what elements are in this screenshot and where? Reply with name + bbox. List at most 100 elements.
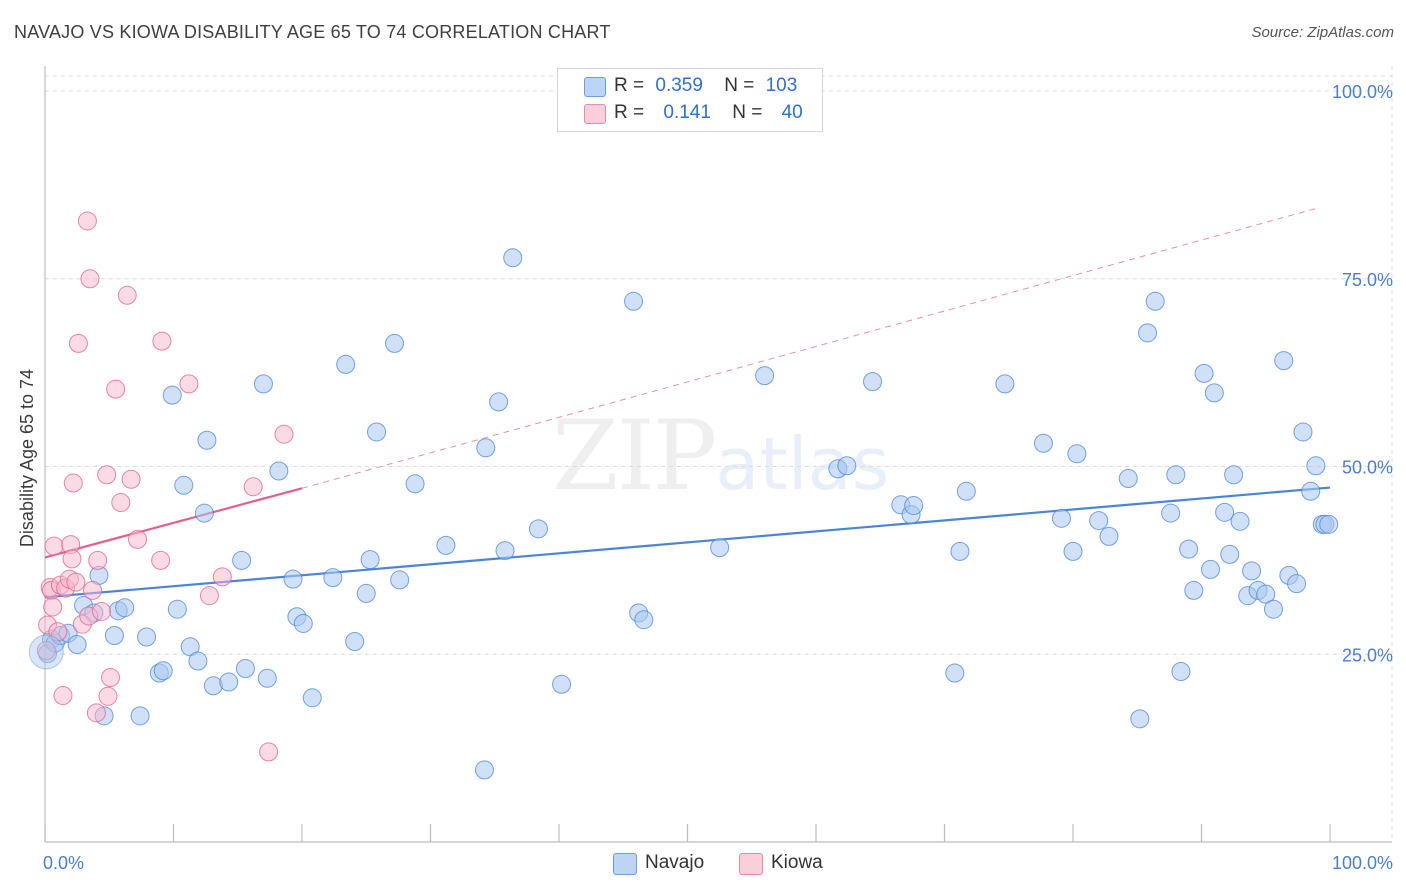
- navajo-point: [194, 503, 214, 523]
- navajo-point: [293, 613, 313, 633]
- navajo-point: [474, 760, 494, 780]
- n-value: 103: [765, 75, 798, 96]
- gridlines: [45, 66, 1393, 842]
- navajo-point: [956, 481, 976, 501]
- navajo-point: [1171, 662, 1191, 682]
- kiowa-point: [86, 703, 106, 723]
- kiowa-point: [98, 686, 118, 706]
- x-tick-labels: 0.0% 100.0%: [43, 853, 1393, 873]
- navajo-point: [1166, 465, 1186, 485]
- navajo-point: [1067, 444, 1087, 464]
- kiowa-point: [92, 601, 112, 621]
- navajo-point: [360, 550, 380, 570]
- navajo-point: [1230, 511, 1250, 531]
- navajo-point: [995, 374, 1015, 394]
- navajo-point: [235, 659, 255, 679]
- navajo-point: [1287, 574, 1307, 594]
- kiowa-point: [62, 549, 82, 569]
- navajo-point: [1301, 481, 1321, 501]
- navajo-point: [130, 706, 150, 726]
- kiowa-point: [128, 529, 148, 549]
- r-label: R =: [614, 75, 645, 96]
- navajo-point: [1319, 514, 1339, 534]
- y-tick-label: 75.0%: [1342, 270, 1393, 290]
- kiowa-point: [80, 269, 100, 289]
- navajo-point: [755, 366, 775, 386]
- trend-lines: [44, 207, 1331, 599]
- navajo-point: [503, 248, 523, 268]
- n-label: N =: [724, 75, 755, 96]
- navajo-point: [283, 569, 303, 589]
- kiowa-point: [101, 668, 121, 688]
- navajo-point: [1215, 502, 1235, 522]
- kiowa-point: [43, 597, 63, 617]
- navajo-swatch: [584, 77, 606, 97]
- kiowa-point: [66, 572, 86, 592]
- navajo-swatch: [613, 853, 637, 875]
- navajo-point: [323, 568, 343, 588]
- y-tick-label: 100.0%: [1332, 82, 1393, 102]
- navajo-point: [162, 385, 182, 405]
- source-credit: Source: ZipAtlas.com: [1251, 24, 1394, 41]
- navajo-point: [115, 598, 135, 618]
- kiowa-point: [243, 477, 263, 497]
- x-tick-label: 100.0%: [1332, 853, 1393, 873]
- navajo-point: [257, 668, 277, 688]
- navajo-point: [153, 661, 173, 681]
- navajo-point: [1263, 599, 1283, 619]
- navajo-point: [137, 627, 157, 647]
- navajo-point: [950, 541, 970, 561]
- y-axis-label: Disability Age 65 to 74: [17, 369, 37, 547]
- navajo-point: [1051, 508, 1071, 528]
- kiowa-trend-line: [44, 487, 303, 559]
- navajo-point: [104, 625, 124, 645]
- navajo-point: [1194, 363, 1214, 383]
- watermark-atlas: atlas: [715, 422, 890, 506]
- navajo-point: [489, 392, 509, 412]
- navajo-trend-line: [44, 486, 1331, 599]
- watermark-zip: ZIP: [552, 400, 717, 512]
- data-points: [28, 211, 1339, 780]
- navajo-point: [390, 570, 410, 590]
- kiowa-point: [97, 465, 117, 485]
- navajo-point: [476, 438, 496, 458]
- navajo-point: [1118, 469, 1138, 489]
- legend-label-navajo: Navajo: [645, 852, 705, 873]
- navajo-point: [1220, 544, 1240, 564]
- navajo-point: [1145, 291, 1165, 311]
- kiowa-point: [151, 550, 171, 570]
- navajo-point: [197, 430, 217, 450]
- navajo-point: [1033, 433, 1053, 453]
- kiowa-point: [88, 550, 108, 570]
- navajo-point: [219, 672, 239, 692]
- chart-title: NAVAJO VS KIOWA DISABILITY AGE 65 TO 74 …: [14, 22, 611, 42]
- kiowa-point: [199, 586, 219, 606]
- kiowa-point: [44, 536, 64, 556]
- navajo-point: [1089, 511, 1109, 531]
- navajo-point: [405, 474, 425, 494]
- r-value: 0.141: [663, 102, 711, 123]
- y-tick-label: 50.0%: [1342, 458, 1393, 478]
- kiowa-point: [68, 333, 88, 353]
- navajo-point: [634, 610, 654, 630]
- navajo-point: [837, 456, 857, 476]
- legend-label-kiowa: Kiowa: [771, 852, 823, 873]
- navajo-point: [385, 333, 405, 353]
- navajo-point: [232, 550, 252, 570]
- navajo-point: [356, 583, 376, 603]
- n-value: 40: [781, 102, 803, 123]
- kiowa-point: [111, 493, 131, 513]
- kiowa-point: [259, 742, 279, 762]
- navajo-point: [269, 461, 289, 481]
- kiowa-point: [83, 580, 103, 600]
- navajo-point: [367, 422, 387, 442]
- navajo-point: [436, 535, 456, 555]
- navajo-point: [495, 541, 515, 561]
- r-value: 0.359: [655, 75, 703, 96]
- kiowa-point: [117, 285, 137, 305]
- navajo-point: [1293, 422, 1313, 442]
- navajo-point: [945, 663, 965, 683]
- navajo-point: [1179, 539, 1199, 559]
- navajo-point: [1306, 456, 1326, 476]
- navajo-point: [345, 631, 365, 651]
